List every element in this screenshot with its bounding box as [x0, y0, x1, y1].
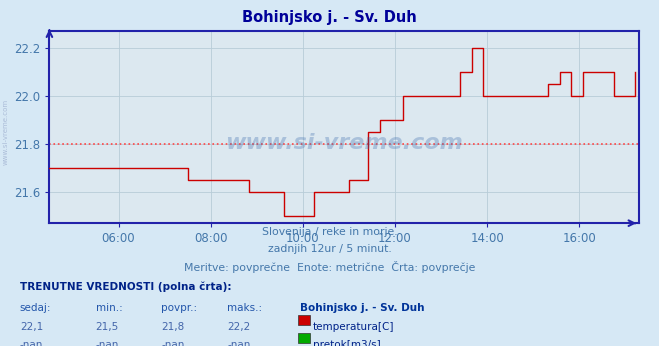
- Text: zadnjih 12ur / 5 minut.: zadnjih 12ur / 5 minut.: [268, 244, 391, 254]
- Text: povpr.:: povpr.:: [161, 303, 198, 313]
- Text: Bohinjsko j. - Sv. Duh: Bohinjsko j. - Sv. Duh: [300, 303, 424, 313]
- Text: TRENUTNE VREDNOSTI (polna črta):: TRENUTNE VREDNOSTI (polna črta):: [20, 282, 231, 292]
- Text: 21,8: 21,8: [161, 322, 185, 333]
- Text: -nan: -nan: [227, 340, 250, 346]
- Text: Meritve: povprečne  Enote: metrične  Črta: povprečje: Meritve: povprečne Enote: metrične Črta:…: [184, 261, 475, 273]
- Text: -nan: -nan: [20, 340, 43, 346]
- Text: -nan: -nan: [161, 340, 185, 346]
- Text: pretok[m3/s]: pretok[m3/s]: [313, 340, 381, 346]
- Text: min.:: min.:: [96, 303, 123, 313]
- Text: 22,1: 22,1: [20, 322, 43, 333]
- Text: 21,5: 21,5: [96, 322, 119, 333]
- Text: Slovenija / reke in morje.: Slovenija / reke in morje.: [262, 227, 397, 237]
- Text: sedaj:: sedaj:: [20, 303, 51, 313]
- Text: Bohinjsko j. - Sv. Duh: Bohinjsko j. - Sv. Duh: [242, 10, 417, 25]
- Text: 22,2: 22,2: [227, 322, 250, 333]
- Text: -nan: -nan: [96, 340, 119, 346]
- Text: temperatura[C]: temperatura[C]: [313, 322, 395, 333]
- Text: www.si-vreme.com: www.si-vreme.com: [225, 133, 463, 153]
- Text: www.si-vreme.com: www.si-vreme.com: [2, 98, 9, 165]
- Text: maks.:: maks.:: [227, 303, 262, 313]
